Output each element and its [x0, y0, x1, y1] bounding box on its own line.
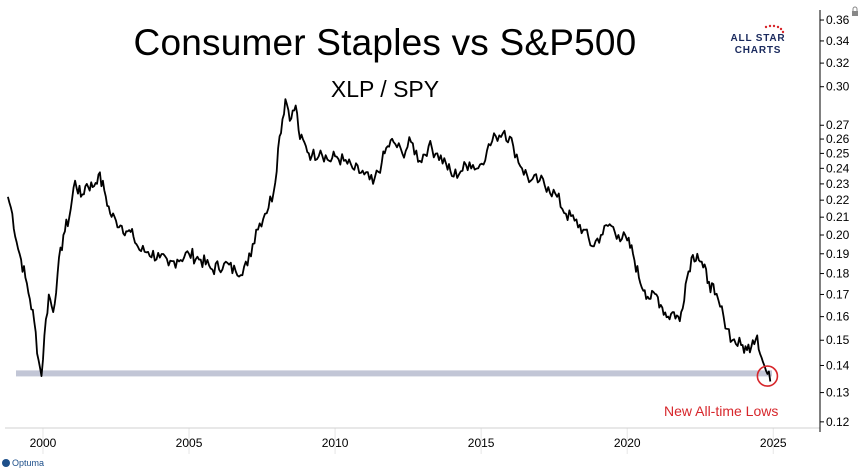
y-tick-label: 0.25	[826, 146, 850, 160]
y-tick-label: 0.15	[826, 333, 850, 347]
y-tick-label: 0.19	[826, 247, 850, 261]
optuma-logo-icon	[2, 459, 10, 467]
x-tick-label: 2020	[614, 436, 641, 450]
grid-lines	[42, 428, 774, 454]
x-tick-label: 2000	[30, 436, 57, 450]
logo-line-2: CHARTS	[734, 45, 782, 56]
x-tick-label: 2015	[468, 436, 495, 450]
y-tick-label: 0.16	[826, 310, 850, 324]
y-tick-label: 0.21	[826, 210, 850, 224]
x-tick-label: 2005	[176, 436, 203, 450]
x-axis: 2000 2005 2010 2015 2020 2025	[5, 427, 820, 450]
footer-brand: Optuma	[2, 458, 44, 468]
y-tick-label: 0.30	[826, 80, 850, 94]
y-tick-label: 0.24	[826, 161, 850, 175]
chart-title: Consumer Staples vs S&P500	[133, 22, 637, 63]
y-tick-label: 0.22	[826, 193, 850, 207]
x-tick-label: 2025	[760, 436, 787, 450]
x-tick-label: 2010	[322, 436, 349, 450]
y-tick-label: 0.36	[826, 13, 850, 27]
y-tick-label: 0.32	[826, 56, 850, 70]
lock-icon	[852, 6, 858, 16]
y-axis: 0.12 0.13 0.14 0.15 0.16 0.17 0.18 0.19 0.20 0.21…	[819, 10, 850, 432]
all-star-charts-logo: ALL STAR CHARTS	[728, 22, 788, 62]
y-tick-label: 0.17	[826, 287, 850, 301]
y-tick-label: 0.20	[826, 228, 850, 242]
chart-subtitle: XLP / SPY	[330, 76, 440, 102]
support-band	[16, 370, 772, 377]
y-tick-label: 0.14	[826, 358, 850, 372]
y-tick-label: 0.26	[826, 132, 850, 146]
y-tick-label: 0.12	[826, 415, 850, 429]
logo-line-1: ALL STAR	[730, 33, 786, 44]
series-line-xlp-spy	[7, 98, 772, 382]
y-tick-label: 0.27	[826, 118, 850, 132]
y-tick-label: 0.18	[826, 267, 850, 281]
y-tick-label: 0.23	[826, 177, 850, 191]
footer-brand-label: Optuma	[12, 458, 45, 468]
annotation-new-lows: New All-time Lows	[664, 403, 779, 419]
y-tick-label: 0.34	[826, 34, 850, 48]
logo-stars-icon	[764, 24, 785, 34]
all-time-low-marker	[756, 365, 779, 387]
y-tick-label: 0.13	[826, 386, 850, 400]
